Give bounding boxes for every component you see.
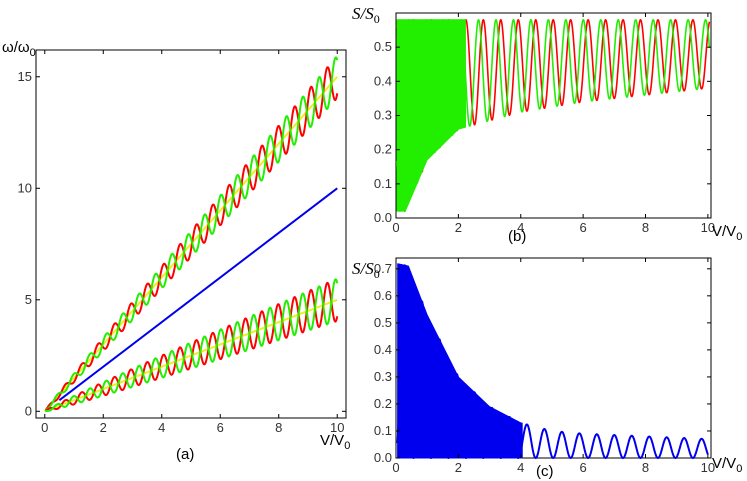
panel-c-xtick-label: 10 <box>701 460 715 475</box>
panel-b-ylabel: S/S0 <box>352 4 380 26</box>
panel-b-xlabel: V/V0 <box>712 223 742 243</box>
panel-a-xtick-label: 8 <box>275 420 282 435</box>
panel-a-ylabel: ω/ω0 <box>2 39 36 59</box>
panel-b-ytick-label: 0.4 <box>374 73 392 88</box>
lower-red-curve <box>44 281 339 412</box>
panel-b-ticks: 0 2 4 6 8 10 0.0 0.1 0.2 0.3 0.4 0.5 <box>374 13 715 235</box>
panel-c-ytick-label: 0.6 <box>374 288 392 303</box>
panel-a-curves <box>44 56 339 413</box>
panel-c-ytick-label: 0.4 <box>374 342 392 357</box>
panel-c-ytick-label: 0.3 <box>374 369 392 384</box>
panel-a-xtick-label: 0 <box>41 420 48 435</box>
panel-c-xlabel: V/V0 <box>712 455 742 475</box>
panel-c-ylabel: S/S0 <box>352 259 380 281</box>
upper-green-curve <box>44 56 339 412</box>
blue-line <box>58 187 338 401</box>
panel-c-label: (c) <box>536 463 554 480</box>
panel-b: 0 2 4 6 8 10 0.0 0.1 0.2 0.3 0.4 0.5 S/S0 V/V0 (b) <box>352 4 742 245</box>
panel-c-xtick-label: 6 <box>580 460 587 475</box>
panel-c-xtick-label: 8 <box>642 460 649 475</box>
panel-a: 0 2 4 6 8 10 0 5 10 15 ω/ω0 V/V0 (a) <box>2 39 350 463</box>
panel-c-xtick-label: 0 <box>392 460 399 475</box>
panel-c-ytick-label: 0.7 <box>374 261 392 276</box>
panel-c-ytick-label: 0.2 <box>374 396 392 411</box>
panel-a-xtick-label: 10 <box>330 420 344 435</box>
panel-b-xtick-label: 2 <box>455 220 462 235</box>
panel-a-ytick-label: 10 <box>18 180 32 195</box>
panel-c-ticks: 0 2 4 6 8 10 0.0 0.1 0.2 0.3 0.4 0.5 0.6 0.7 <box>374 258 715 475</box>
panel-c-xtick-label: 2 <box>455 460 462 475</box>
panel-c-ytick-label: 0.0 <box>374 450 392 465</box>
panel-c-ytick-label: 0.5 <box>374 315 392 330</box>
panel-a-xtick-label: 4 <box>158 420 165 435</box>
panel-b-xtick-label: 10 <box>701 220 715 235</box>
panel-a-xtick-label: 2 <box>100 420 107 435</box>
panel-a-frame <box>35 49 347 419</box>
panel-b-ytick-label: 0.1 <box>374 176 392 191</box>
panel-b-ytick-label: 0.2 <box>374 142 392 157</box>
panel-b-curves <box>396 19 711 212</box>
panel-b-ytick-label: 0.0 <box>374 210 392 225</box>
panel-b-xtick-label: 4 <box>517 220 524 235</box>
panel-a-xlabel: V/V0 <box>320 432 350 452</box>
panel-c-blue-band <box>397 263 523 459</box>
lower-green-curve <box>44 278 339 413</box>
panel-a-ytick-label: 0 <box>25 403 32 418</box>
panel-b-ytick-label: 0.3 <box>374 108 392 123</box>
panel-a-ticks: 0 2 4 6 8 10 0 5 10 15 <box>18 50 346 435</box>
panel-b-green-band <box>396 19 466 212</box>
panel-b-xtick-label: 8 <box>642 220 649 235</box>
panel-a-xtick-label: 6 <box>217 420 224 435</box>
panel-a-ytick-label: 15 <box>18 69 32 84</box>
panel-a-ytick-label: 5 <box>25 292 32 307</box>
panel-c-curves <box>396 263 709 459</box>
panel-c-xtick-label: 4 <box>517 460 524 475</box>
panel-b-ytick-label: 0.5 <box>374 39 392 54</box>
panel-c-ytick-label: 0.1 <box>374 423 392 438</box>
panel-b-xtick-label: 0 <box>392 220 399 235</box>
panel-b-xtick-label: 6 <box>580 220 587 235</box>
panel-a-label: (a) <box>176 446 194 463</box>
panel-c: 0 2 4 6 8 10 0.0 0.1 0.2 0.3 0.4 0.5 0.6 0.7 S/S0 V/V… <box>352 257 742 480</box>
panel-b-label: (b) <box>508 228 526 245</box>
